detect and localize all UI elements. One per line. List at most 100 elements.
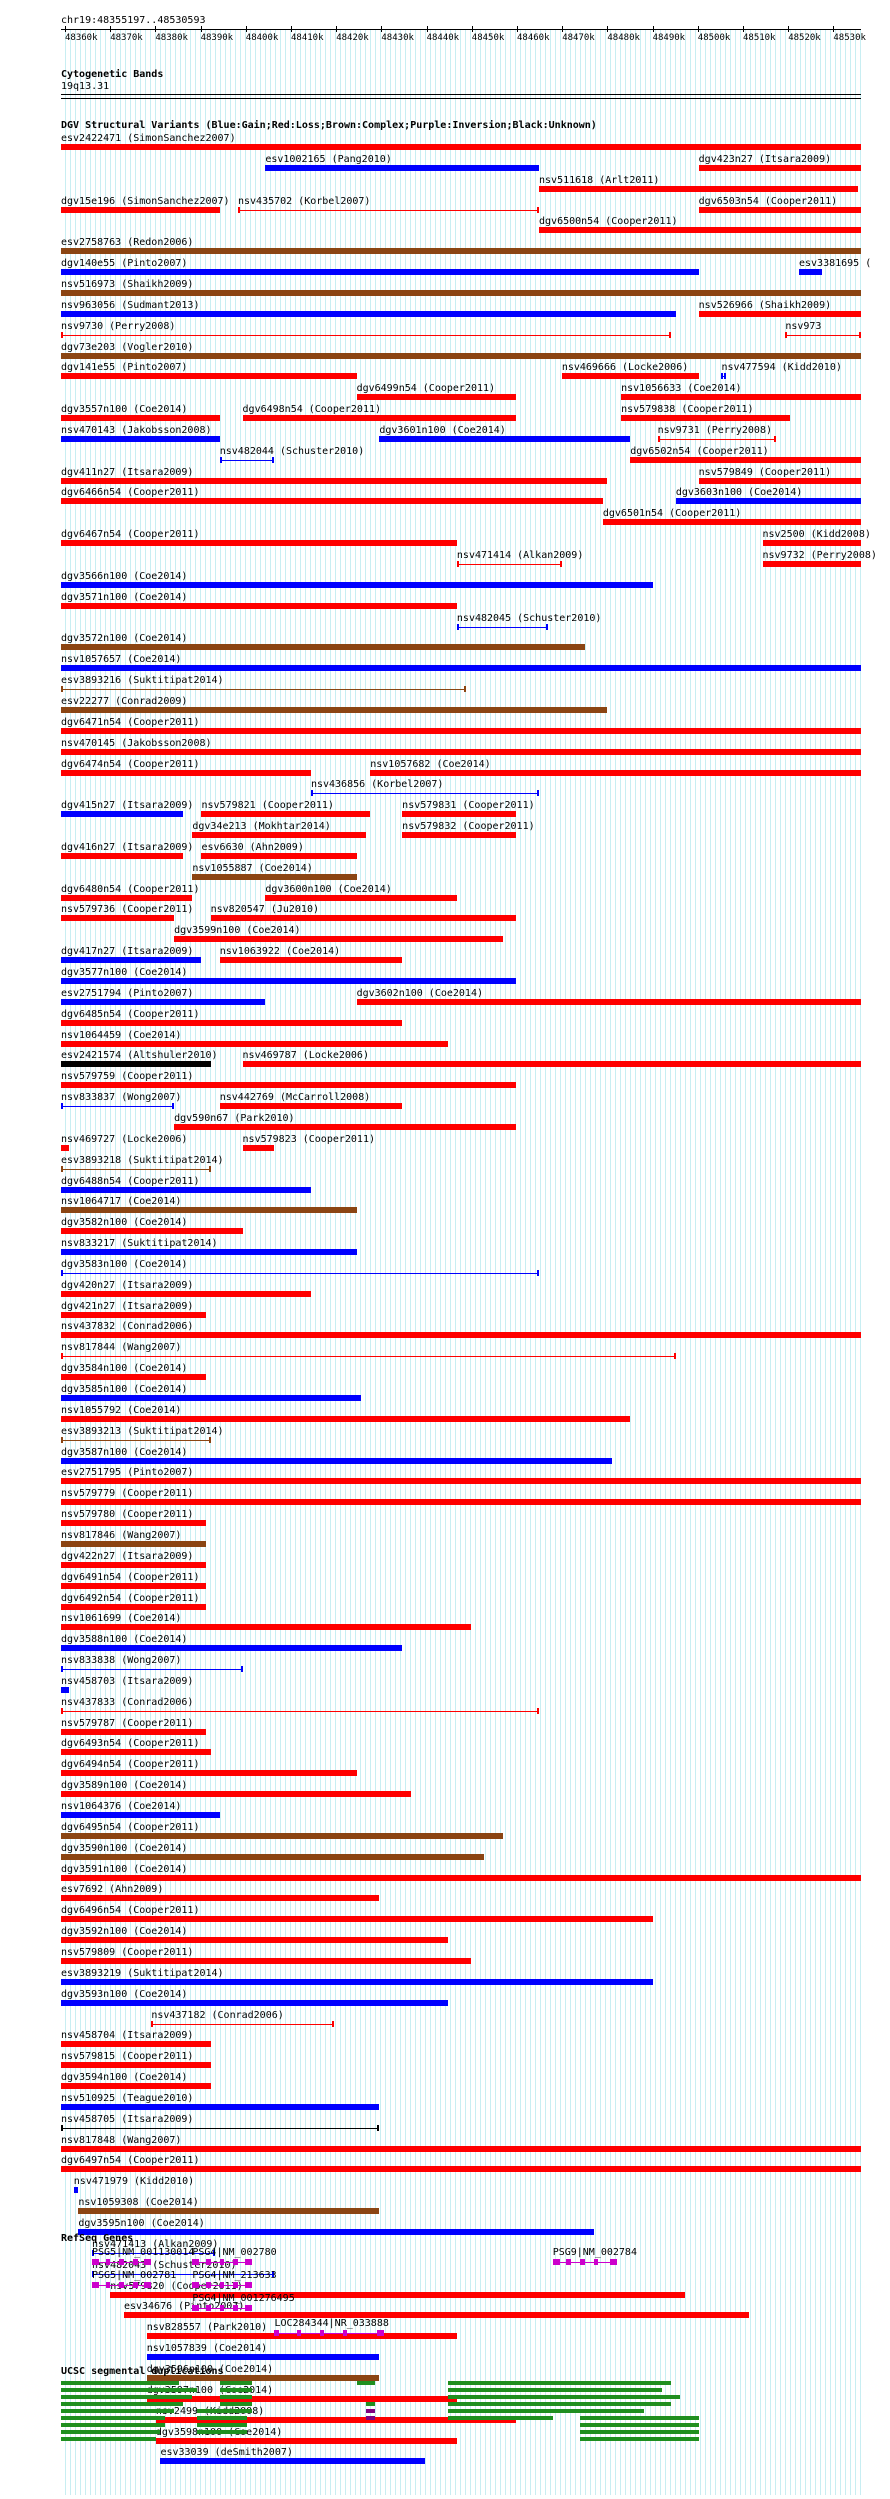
variant-bar	[61, 1853, 485, 1860]
variant-bar	[61, 665, 861, 672]
variant-bar	[61, 1082, 517, 1089]
variant-end-tick	[537, 206, 540, 213]
gene-exon	[133, 2259, 138, 2265]
segdup-block	[365, 2409, 375, 2413]
variant-bar	[61, 852, 184, 859]
grid-line	[250, 30, 251, 2495]
variant-label: nsv9732 (Perry2008)	[762, 550, 877, 561]
segdup-block	[196, 2416, 248, 2420]
variant-label: nsv833837 (Wong2007)	[61, 1092, 182, 1104]
variant-label: dgv6491n54 (Cooper2011)	[61, 1571, 200, 1583]
variant-bar	[698, 477, 861, 484]
variant-label: dgv3600n100 (Coe2014)	[265, 883, 392, 895]
ruler-tick	[336, 26, 338, 32]
grid-line	[675, 30, 676, 2495]
grid-line	[65, 30, 66, 2495]
variant-label: dgv6495n54 (Cooper2011)	[61, 1821, 200, 1833]
variant-label: dgv141e55 (Pinto2007)	[61, 362, 188, 374]
grid-line	[700, 30, 701, 2495]
segdup-block	[219, 2381, 252, 2385]
variant-bar	[201, 811, 371, 818]
gene-exon	[593, 2259, 599, 2265]
grid-line	[390, 30, 391, 2495]
variant-label: dgv3597n100 (Coe2014)	[146, 2384, 274, 2396]
variant-bar	[61, 1791, 412, 1798]
variant-bar	[356, 394, 517, 401]
variant-span	[61, 1669, 243, 1671]
grid-line	[770, 30, 771, 2495]
segdup-block	[61, 2402, 184, 2406]
gene-exon	[105, 2259, 111, 2265]
segdup-block	[356, 2381, 375, 2385]
gene-exon	[119, 2259, 124, 2265]
segdup-block	[196, 2430, 248, 2434]
variant-span	[61, 334, 672, 336]
ruler-tick-label: 48410k	[291, 33, 324, 43]
variant-label: dgv6492n54 (Cooper2011)	[61, 1592, 200, 1604]
variant-label: esv22277 (Conrad2009)	[61, 695, 188, 707]
variant-bar	[174, 936, 503, 943]
variant-label: nsv511618 (Arlt2011)	[539, 174, 660, 186]
grid-line	[610, 30, 611, 2495]
grid-line	[825, 30, 826, 2495]
variant-label: nsv828557 (Park2010)	[146, 2322, 268, 2334]
variant-span	[61, 1106, 175, 1108]
variant-bar	[265, 164, 539, 171]
variant-label: dgv3572n100 (Coe2014)	[61, 633, 188, 645]
variant-label: dgv3592n100 (Coe2014)	[61, 1926, 188, 1938]
variant-bar	[146, 2374, 380, 2381]
grid-line	[135, 30, 136, 2495]
variant-bar	[61, 1603, 207, 1610]
ruler-tick	[833, 26, 835, 32]
gene-exon	[144, 2259, 152, 2265]
variant-end-tick	[546, 623, 549, 630]
grid-line	[370, 30, 371, 2495]
grid-line	[275, 30, 276, 2495]
variant-label: nsv471413 (Alkan2009)	[92, 2238, 219, 2250]
variant-span	[151, 2023, 334, 2025]
gene-exon	[580, 2259, 585, 2265]
grid-line	[340, 30, 341, 2495]
variant-bar	[61, 1249, 357, 1256]
variant-label: nsv579821 (Cooper2011)	[201, 800, 334, 812]
grid-line	[435, 30, 436, 2495]
grid-line	[440, 30, 441, 2495]
grid-line	[335, 30, 336, 2495]
ruler-tick-label: 48370k	[110, 33, 143, 43]
grid-line	[580, 30, 581, 2495]
variant-start-tick	[456, 561, 459, 567]
variant-label: nsv1057682 (Coe2014)	[370, 758, 491, 770]
variant-start-tick	[92, 2249, 95, 2256]
segdup-block	[155, 2381, 179, 2385]
grid-line	[605, 30, 606, 2495]
grid-line	[565, 30, 566, 2495]
variant-bar	[146, 2333, 457, 2340]
variant-label: nsv817848 (Wang2007)	[61, 2134, 182, 2146]
grid-line	[420, 30, 421, 2495]
grid-line	[70, 30, 71, 2495]
grid-line	[725, 30, 726, 2495]
variant-bar	[698, 206, 861, 213]
variant-bar	[61, 957, 202, 964]
variant-bar	[698, 164, 861, 171]
gene-exon	[552, 2259, 560, 2265]
variant-bar	[61, 1457, 612, 1464]
grid-line	[750, 30, 751, 2495]
segdup-block	[447, 2409, 644, 2413]
grid-line	[860, 30, 861, 2495]
grid-line	[375, 30, 376, 2495]
variant-label: dgv34e213 (Mokhtar2014)	[192, 821, 331, 833]
grid-line	[115, 30, 116, 2495]
grid-line	[90, 30, 91, 2495]
grid-line	[845, 30, 846, 2495]
variant-span	[73, 2190, 79, 2192]
variant-bar	[146, 2395, 457, 2402]
grid-line	[225, 30, 226, 2495]
gene-exon	[244, 2305, 252, 2311]
variant-bar	[123, 2312, 749, 2319]
segdup-block	[61, 2388, 197, 2392]
variant-label: nsv1064376 (Coe2014)	[61, 1801, 182, 1812]
grid-line	[830, 30, 831, 2495]
variant-label: nsv973	[785, 320, 822, 332]
